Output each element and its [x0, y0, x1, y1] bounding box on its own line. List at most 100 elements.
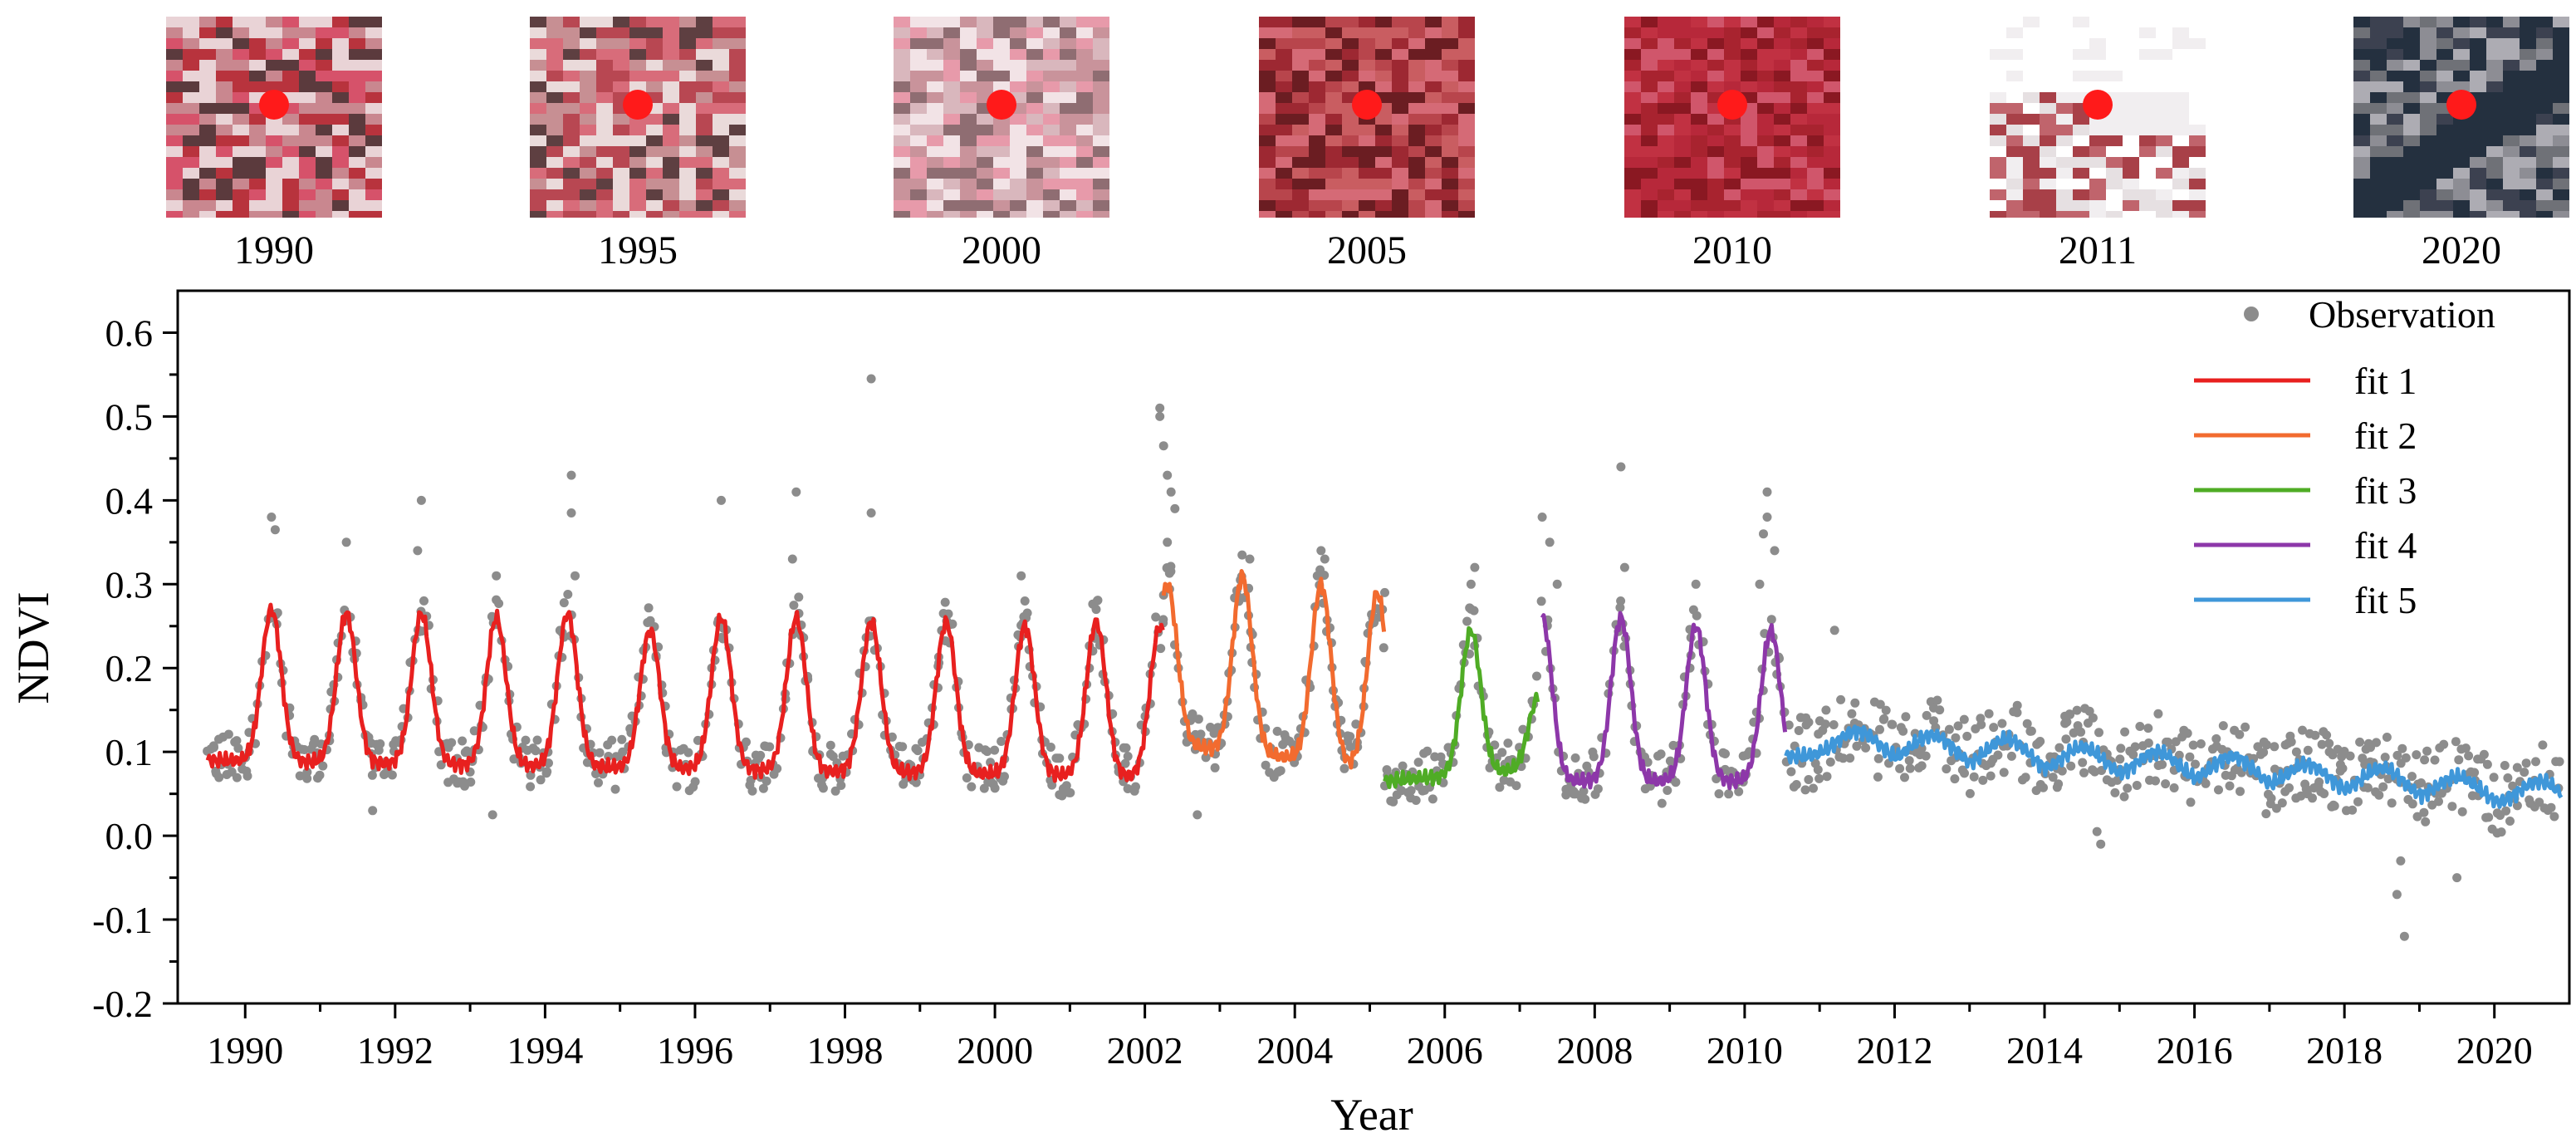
- observation-point: [536, 775, 546, 785]
- thumbnail-pixel: [183, 92, 199, 103]
- thumbnail-pixel: [1774, 114, 1790, 125]
- thumbnail-pixel: [1624, 17, 1641, 27]
- thumbnail-pixel: [977, 38, 993, 49]
- thumbnail-pixel: [2387, 60, 2403, 71]
- thumbnail-pixel: [1790, 125, 1807, 135]
- observation-point: [1888, 719, 1898, 729]
- observation-point: [1261, 760, 1271, 770]
- thumbnail-pixel: [2387, 146, 2403, 157]
- thumbnail-pixel: [2503, 211, 2520, 218]
- thumbnail-pixel: [1359, 135, 1375, 146]
- thumbnail-pixel: [580, 125, 596, 135]
- thumbnail-pixel: [2106, 17, 2123, 27]
- thumbnail-pixel: [2520, 179, 2536, 189]
- thumbnail-pixel: [2006, 71, 2023, 81]
- thumbnail-pixel: [249, 157, 266, 168]
- thumbnail-pixel: [2189, 60, 2206, 71]
- observation-point: [1850, 698, 1860, 708]
- legend-observation-marker: [2244, 307, 2259, 321]
- thumbnail-pixel: [233, 92, 249, 103]
- thumbnail-pixel: [1408, 60, 1425, 71]
- thumbnail-pixel: [2172, 38, 2189, 49]
- thumbnail-pixel: [1309, 211, 1325, 218]
- thumbnail-pixel: [1076, 103, 1093, 114]
- thumbnail-pixel: [183, 60, 199, 71]
- thumbnail-pixel: [2040, 200, 2056, 211]
- thumbnail-pixel: [1093, 49, 1109, 60]
- observation-point: [2253, 742, 2263, 752]
- thumbnail-pixel: [1043, 125, 1060, 135]
- thumbnail-pixel: [1325, 81, 1342, 92]
- thumbnail-pixel: [1060, 200, 1076, 211]
- thumbnail-pixel: [977, 189, 993, 200]
- thumbnail-pixel: [1824, 211, 1840, 218]
- thumbnail-pixel: [2420, 200, 2436, 211]
- thumbnail-pixel: [2420, 168, 2436, 179]
- thumbnail-pixel: [365, 92, 382, 103]
- thumbnail-pixel: [1707, 17, 1724, 27]
- observation-point: [791, 487, 801, 497]
- thumbnail-pixel: [233, 200, 249, 211]
- observation-point: [2259, 748, 2269, 758]
- sample-location-marker: [2446, 90, 2476, 120]
- observation-point: [1721, 749, 1730, 758]
- observation-point: [2546, 802, 2556, 812]
- thumbnail-pixel: [2403, 189, 2420, 200]
- thumbnail-pixel: [546, 125, 563, 135]
- thumbnail-pixel: [613, 135, 629, 146]
- thumbnail-pixel: [1807, 189, 1824, 200]
- thumbnail-pixel: [1392, 114, 1408, 125]
- observation-point: [1770, 546, 1780, 556]
- observation-point: [2110, 787, 2120, 797]
- thumbnail-pixel: [2056, 49, 2073, 60]
- thumbnail-pixel: [2073, 81, 2089, 92]
- thumbnail-pixel: [1060, 71, 1076, 81]
- x-tick-label: 2006: [1407, 1029, 1483, 1072]
- thumbnail-pixel: [1624, 81, 1641, 92]
- thumbnail-pixel: [546, 211, 563, 218]
- observation-point: [2508, 781, 2518, 791]
- thumbnail-pixel: [249, 135, 266, 146]
- thumbnail-pixel: [1458, 157, 1475, 168]
- thumbnail-pixel: [1292, 71, 1309, 81]
- thumbnail-pixel: [2370, 125, 2387, 135]
- observation-point: [1950, 774, 1960, 784]
- thumbnail-pixel: [1342, 49, 1359, 60]
- thumbnail-pixel: [2436, 17, 2453, 27]
- thumbnail-pixel: [1674, 114, 1691, 125]
- thumbnail-pixel: [1824, 114, 1840, 125]
- thumbnail-pixel: [1641, 211, 1658, 218]
- fit-curve-fit-2: [1161, 569, 1387, 770]
- observation-point: [413, 546, 423, 556]
- thumbnail-pixel: [2156, 168, 2172, 179]
- thumbnail-pixel: [1392, 17, 1408, 27]
- thumbnail-pixel: [183, 157, 199, 168]
- thumbnail-pixel: [2370, 114, 2387, 125]
- thumbnail-pixel: [199, 114, 216, 125]
- thumbnail-pixel: [2106, 157, 2123, 168]
- thumbnail-pixel: [2106, 81, 2123, 92]
- observation-point: [1959, 714, 1969, 724]
- observation-point: [594, 778, 603, 787]
- thumbnail-pixel: [2536, 81, 2553, 92]
- observation-point: [2470, 768, 2480, 778]
- thumbnail-pixel: [1442, 189, 1458, 200]
- observation-point: [1616, 462, 1626, 472]
- thumbnail-pixel: [2470, 135, 2486, 146]
- thumbnail-pixel: [2040, 71, 2056, 81]
- thumbnail-pixel: [166, 189, 183, 200]
- observation-point: [2088, 713, 2098, 723]
- thumbnail-pixel: [1359, 125, 1375, 135]
- thumbnail-pixel: [2023, 189, 2040, 200]
- thumbnail-pixel: [1043, 38, 1060, 49]
- thumbnail-pixel: [1076, 200, 1093, 211]
- thumbnail-pixel: [1442, 146, 1458, 157]
- thumbnail-pixel: [1325, 135, 1342, 146]
- observation-point: [2501, 806, 2511, 816]
- thumbnail-pixel: [563, 168, 580, 179]
- thumbnail-pixel: [2189, 92, 2206, 103]
- thumbnail-pixel: [2040, 125, 2056, 135]
- thumbnail-pixel: [1342, 135, 1359, 146]
- thumbnail-pixel: [2420, 114, 2436, 125]
- thumbnail-pixel: [1641, 200, 1658, 211]
